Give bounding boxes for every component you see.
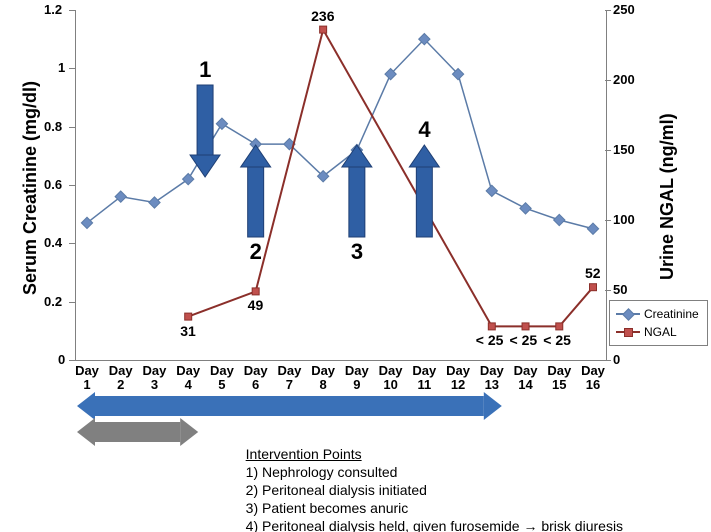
arrow-number: 3 — [351, 239, 363, 265]
chart-svg — [0, 0, 711, 532]
med-bar-shape — [77, 418, 198, 446]
intervention-line: 4) Peritoneal dialysis held, given furos… — [246, 518, 623, 532]
intervention-arrow — [241, 145, 271, 237]
arrow-number: 2 — [250, 239, 262, 265]
ngal-data-label: 236 — [311, 8, 334, 24]
arrow-number: 4 — [418, 117, 430, 143]
med-bar-shape — [77, 392, 502, 420]
intervention-line: 3) Patient becomes anuric — [246, 500, 409, 516]
intervention-line: 2) Peritoneal dialysis initiated — [246, 482, 427, 498]
ngal-data-label: 49 — [248, 297, 264, 313]
intervention-arrow — [190, 85, 220, 177]
creatinine-line — [87, 39, 593, 229]
intervention-line: 1) Nephrology consulted — [246, 464, 398, 480]
ngal-data-label: < 25 — [476, 332, 504, 348]
ngal-data-label: < 25 — [543, 332, 571, 348]
ngal-data-label: 31 — [180, 323, 196, 339]
ngal-data-label: < 25 — [510, 332, 538, 348]
ngal-data-label: 52 — [585, 265, 601, 281]
arrow-number: 1 — [199, 57, 211, 83]
chart-root: Serum Creatinine (mg/dl) Urine NGAL (ng/… — [0, 0, 711, 532]
